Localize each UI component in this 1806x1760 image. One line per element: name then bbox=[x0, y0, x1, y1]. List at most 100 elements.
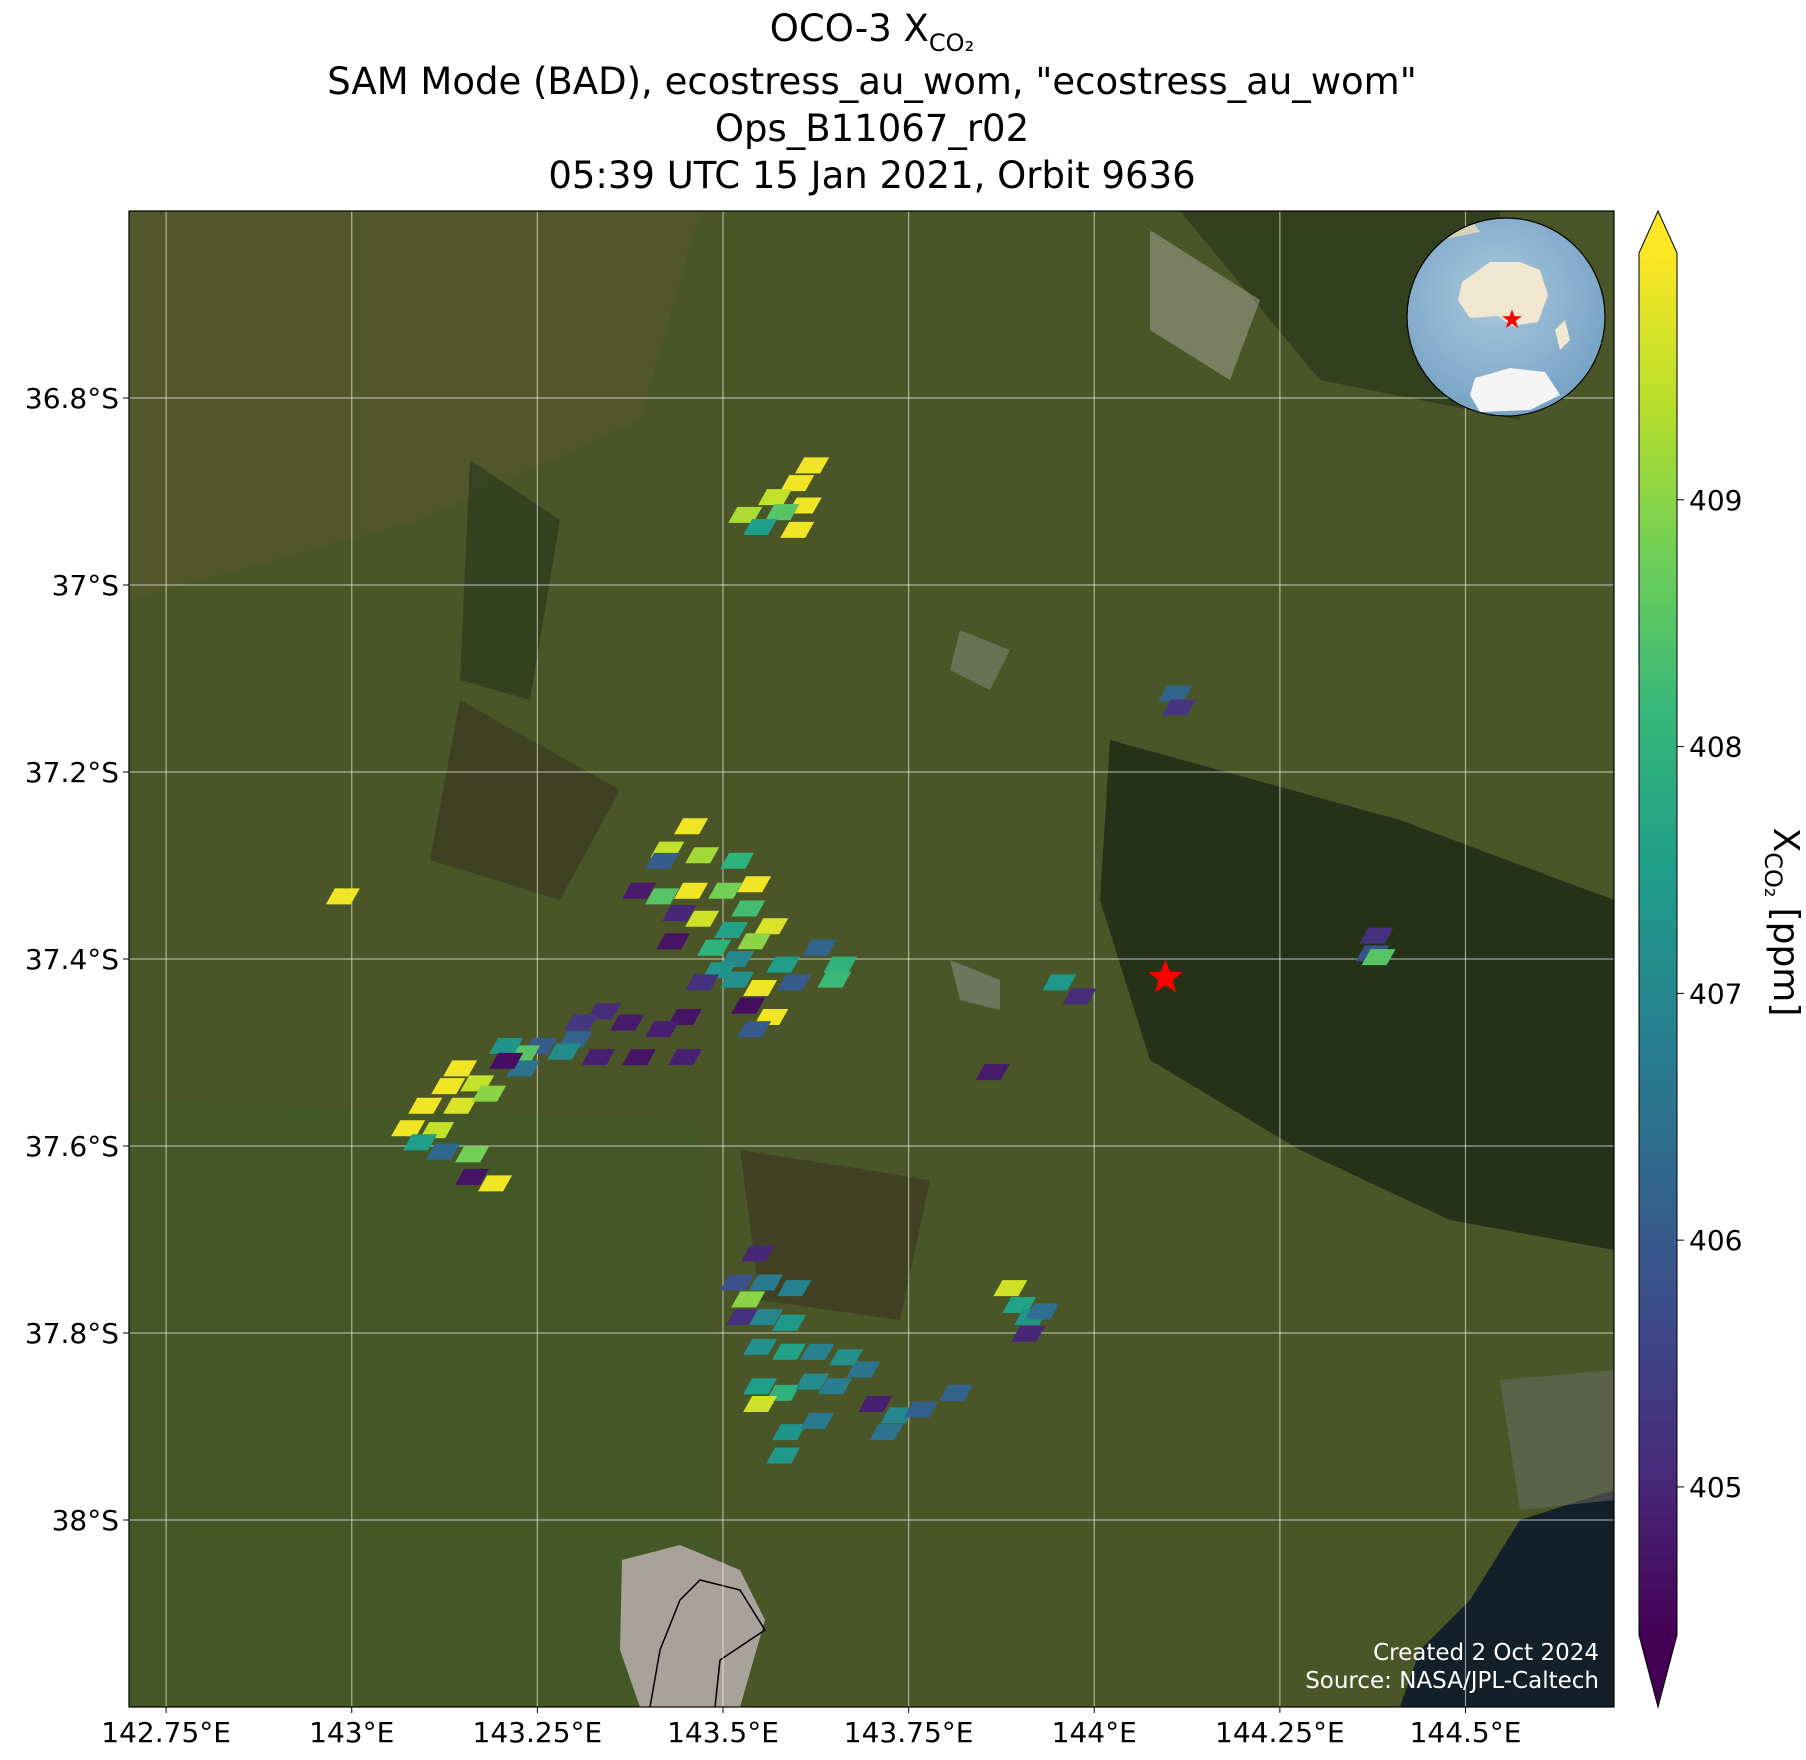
sounding bbox=[403, 1134, 438, 1151]
sounding bbox=[685, 974, 720, 991]
colorbar-label-subscript: CO₂ bbox=[1759, 852, 1787, 897]
x-tick-label: 143.75°E bbox=[844, 1716, 974, 1749]
sounding bbox=[708, 882, 743, 899]
town bbox=[950, 630, 1010, 690]
sounding bbox=[1002, 1296, 1037, 1313]
sounding bbox=[720, 971, 755, 988]
dry-land bbox=[129, 211, 700, 600]
globe-australia bbox=[1458, 262, 1548, 326]
subtitle: 05:39 UTC 15 Jan 2021, Orbit 9636 bbox=[548, 154, 1195, 197]
sounding bbox=[478, 1175, 513, 1192]
sounding bbox=[904, 1401, 939, 1418]
sounding bbox=[780, 521, 815, 538]
sounding bbox=[975, 1064, 1010, 1081]
sounding bbox=[656, 933, 691, 950]
sounding bbox=[622, 882, 657, 899]
cloud bbox=[1150, 230, 1260, 380]
sounding bbox=[829, 1349, 864, 1366]
sounding bbox=[858, 1396, 893, 1413]
x-tick-label: 144.5°E bbox=[1410, 1716, 1522, 1749]
sounding bbox=[431, 1078, 466, 1095]
colorbar-tick-label: 406 bbox=[1689, 1224, 1742, 1257]
colorbar-outline bbox=[1638, 209, 1678, 1709]
sounding bbox=[547, 1043, 582, 1060]
sounding bbox=[697, 939, 732, 956]
credit: Created 2 Oct 2024 bbox=[1373, 1640, 1599, 1666]
sounding bbox=[743, 1396, 778, 1413]
sounding bbox=[765, 504, 800, 521]
sounding bbox=[674, 818, 709, 835]
sounding bbox=[426, 1143, 461, 1160]
sounding bbox=[472, 1085, 507, 1102]
sounding bbox=[818, 1378, 853, 1395]
colorbar-extend-bottom bbox=[1639, 1635, 1677, 1707]
sounding bbox=[581, 1049, 616, 1066]
sounding bbox=[1359, 927, 1394, 944]
colorbar-tick-label: 407 bbox=[1689, 977, 1742, 1010]
sounding bbox=[728, 506, 763, 523]
sounding bbox=[1062, 988, 1097, 1005]
sounding bbox=[766, 956, 801, 973]
ranges bbox=[460, 460, 560, 700]
title: OCO-3 XCO₂ bbox=[770, 7, 974, 57]
sounding bbox=[749, 1274, 784, 1291]
grid bbox=[129, 211, 1614, 1707]
colorbar: 405 406 407 408 409 bbox=[1638, 209, 1742, 1709]
sounding bbox=[325, 888, 360, 905]
globe-nz bbox=[1555, 320, 1570, 350]
sounding bbox=[408, 1097, 443, 1114]
sounding bbox=[662, 905, 697, 922]
sounding bbox=[795, 1373, 830, 1390]
globe-antarctica bbox=[1470, 368, 1560, 412]
sounding bbox=[1361, 949, 1396, 966]
sounding bbox=[772, 1314, 807, 1331]
sounding bbox=[869, 1424, 904, 1441]
footprints bbox=[325, 457, 1396, 1464]
y-tick-label: 37.6°S bbox=[25, 1130, 119, 1163]
sounding bbox=[993, 1280, 1028, 1297]
sounding bbox=[1161, 699, 1196, 716]
sounding bbox=[743, 519, 778, 536]
x-tick-label: 144.25°E bbox=[1215, 1716, 1345, 1749]
sounding bbox=[610, 1014, 645, 1031]
farmland bbox=[129, 1100, 720, 1707]
sounding bbox=[766, 1447, 801, 1464]
sounding bbox=[939, 1384, 974, 1401]
sounding bbox=[737, 933, 772, 950]
sounding bbox=[731, 900, 766, 917]
inset-globe bbox=[1406, 217, 1606, 417]
sounding bbox=[714, 922, 749, 939]
sounding bbox=[731, 997, 766, 1014]
sounding bbox=[780, 475, 815, 492]
colorbar-tick-label: 408 bbox=[1689, 731, 1742, 764]
sounding bbox=[668, 1008, 703, 1025]
sounding bbox=[772, 1424, 807, 1441]
sounding bbox=[777, 974, 812, 991]
sounding bbox=[795, 457, 830, 474]
sounding bbox=[489, 1052, 524, 1069]
sounding bbox=[674, 882, 709, 899]
coastline bbox=[649, 1579, 767, 1707]
colorbar-tick-label: 409 bbox=[1689, 484, 1742, 517]
sounding bbox=[731, 1291, 766, 1308]
sounding bbox=[720, 1274, 755, 1291]
y-tick-label: 36.8°S bbox=[25, 382, 119, 415]
sounding bbox=[743, 979, 778, 996]
x-tick-label: 143.5°E bbox=[667, 1716, 779, 1749]
sounding bbox=[846, 1361, 881, 1378]
sounding bbox=[645, 1021, 680, 1038]
sounding bbox=[645, 852, 680, 869]
y-tick-label: 37°S bbox=[52, 569, 119, 602]
sounding bbox=[754, 1008, 789, 1025]
globe-star bbox=[1502, 309, 1522, 329]
city bbox=[1500, 1370, 1614, 1510]
ranges bbox=[430, 700, 620, 900]
subtitles: SAM Mode (BAD), ecostress_au_wom, "ecost… bbox=[327, 60, 1417, 197]
sounding bbox=[443, 1060, 478, 1077]
x-tick-label: 144°E bbox=[1052, 1716, 1137, 1749]
target-star bbox=[1148, 959, 1183, 993]
sounding bbox=[740, 1245, 775, 1262]
y-tick-label: 37.8°S bbox=[25, 1317, 119, 1350]
sounding bbox=[754, 918, 789, 935]
